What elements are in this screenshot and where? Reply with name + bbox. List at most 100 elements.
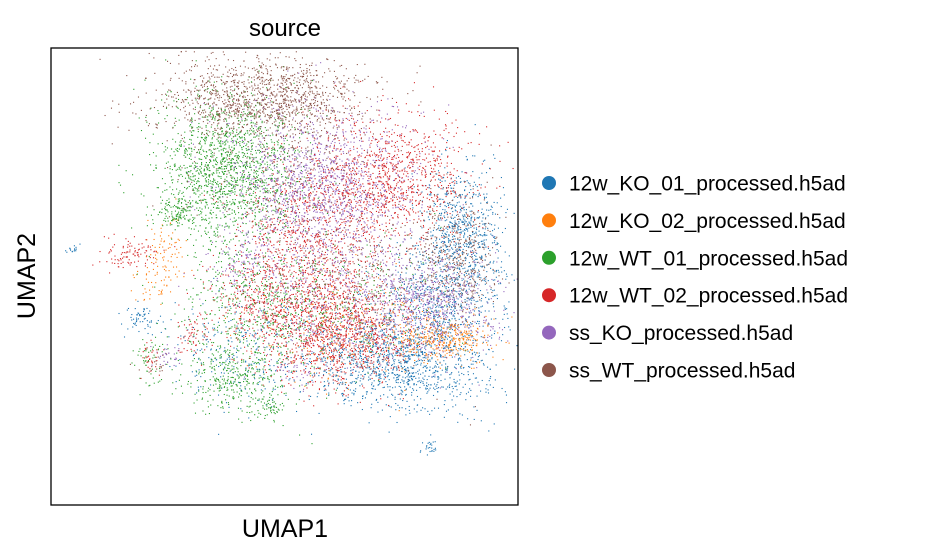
scatter-point	[284, 210, 286, 212]
series-4-point-batch	[335, 163, 392, 347]
scatter-point	[155, 126, 157, 129]
scatter-point	[425, 349, 427, 351]
scatter-point	[394, 335, 396, 337]
series-3-point-batch	[222, 383, 224, 385]
series-6-point-batch	[301, 87, 303, 89]
scatter-point	[244, 207, 246, 210]
scatter-point	[323, 257, 325, 259]
scatter-point	[278, 352, 280, 354]
scatter-point	[310, 283, 312, 285]
series-5-point-batch	[340, 273, 342, 275]
scatter-point	[220, 357, 222, 359]
scatter-point	[212, 115, 214, 117]
series-3-point-batch	[199, 95, 288, 295]
scatter-point	[398, 349, 400, 352]
scatter-point	[247, 382, 249, 384]
series-4-point-batch	[345, 346, 347, 348]
scatter-point	[241, 201, 243, 203]
series-3-point-batch	[221, 196, 233, 384]
scatter-point	[456, 252, 458, 254]
series-3-point-batch	[279, 404, 281, 406]
scatter-point	[264, 116, 266, 118]
scatter-point	[344, 382, 346, 384]
scatter-point	[415, 256, 417, 258]
series-1-point-batch	[448, 224, 450, 226]
scatter-point	[415, 340, 417, 342]
scatter-point	[285, 328, 287, 330]
series-6-point-batch	[402, 343, 404, 345]
series-1-point-batch	[366, 364, 468, 395]
series-3-point-batch	[227, 204, 229, 206]
scatter-point	[349, 363, 351, 365]
scatter-point	[479, 299, 481, 301]
series-3-point-batch	[208, 175, 210, 177]
scatter-point	[237, 162, 239, 164]
series-1-point-batch	[139, 321, 141, 323]
scatter-point	[273, 257, 276, 259]
series-5-point-batch	[443, 324, 445, 326]
series-6-point-batch	[442, 245, 444, 247]
scatter-point	[433, 263, 435, 265]
scatter-point	[342, 118, 344, 120]
series-6-point-batch	[433, 263, 435, 265]
series-4-point-batch	[285, 325, 287, 327]
series-5-point-batch	[266, 199, 268, 201]
series-4-point-batch	[429, 206, 432, 208]
scatter-point	[451, 329, 453, 331]
scatter-point	[240, 91, 243, 93]
series-3-point-batch	[247, 306, 249, 308]
scatter-point	[333, 388, 335, 390]
scatter-point	[323, 283, 326, 285]
scatter-point	[266, 346, 268, 348]
series-3-point-batch	[343, 316, 345, 318]
scatter-point	[259, 211, 261, 213]
series-6-point-batch	[285, 74, 304, 108]
series-1-point-batch	[357, 293, 359, 296]
series-5-point-batch	[289, 160, 291, 162]
scatter-point	[418, 309, 420, 311]
series-3-point-batch	[193, 180, 195, 182]
scatter-point	[335, 271, 337, 273]
series-6-point-batch	[207, 102, 209, 104]
scatter-point	[126, 309, 128, 311]
scatter-point	[385, 344, 387, 346]
scatter-point	[247, 306, 249, 308]
series-4-point-batch	[280, 309, 282, 311]
scatter-point	[256, 288, 258, 291]
scatter-point	[250, 153, 252, 155]
scatter-point	[266, 331, 268, 333]
scatter-point	[374, 325, 376, 327]
scatter-point	[300, 293, 302, 295]
series-4-point-batch	[349, 202, 351, 204]
scatter-point	[209, 78, 211, 80]
series-4-point-batch	[284, 182, 286, 184]
scatter-point	[146, 267, 148, 269]
scatter-point	[265, 317, 267, 319]
scatter-point	[531, 266, 532, 267]
scatter-point	[293, 286, 295, 288]
scatter-point	[165, 93, 167, 95]
series-6-point-batch	[191, 181, 193, 183]
series-5-point-batch	[388, 322, 390, 324]
scatter-point	[453, 378, 455, 381]
scatter-point	[420, 450, 422, 452]
series-6-point-batch	[247, 98, 328, 104]
scatter-point	[205, 174, 207, 176]
scatter-point	[408, 248, 410, 250]
series-5-point-batch	[269, 159, 414, 327]
scatter-point	[326, 224, 328, 226]
series-6-point-batch	[269, 88, 271, 90]
series-5-point-batch	[402, 209, 405, 211]
scatter-point	[221, 130, 224, 132]
scatter-point	[289, 112, 291, 114]
scatter-point	[398, 385, 400, 387]
series-1-point-batch	[403, 345, 405, 347]
series-3-point-batch	[234, 363, 236, 365]
scatter-point	[266, 184, 268, 186]
scatter-point	[269, 65, 271, 68]
scatter-point	[299, 186, 301, 188]
scatter-point	[324, 72, 326, 74]
scatter-point	[276, 326, 278, 328]
series-1-point-batch	[373, 363, 375, 365]
scatter-point	[312, 144, 314, 146]
